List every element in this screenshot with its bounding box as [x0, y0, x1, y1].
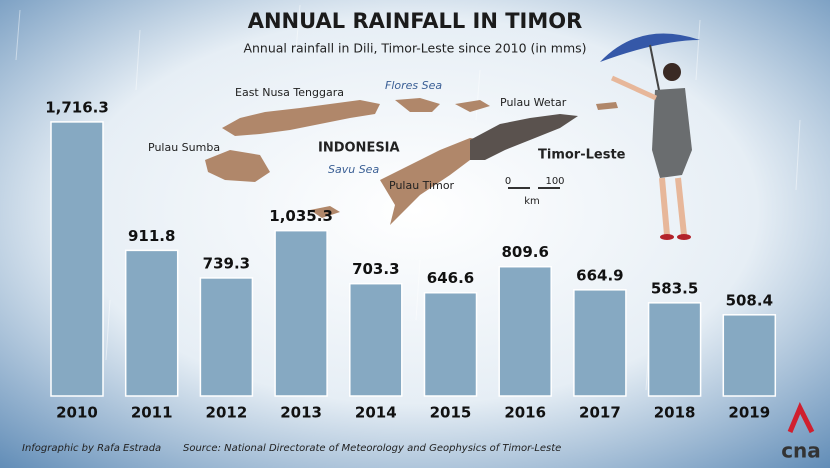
x-tick-label: 2017 [579, 404, 621, 422]
bar [50, 121, 104, 397]
scale-label: 100 [545, 176, 564, 187]
map-label: INDONESIA [318, 141, 400, 156]
bar [124, 249, 179, 397]
x-tick-label: 2010 [56, 404, 98, 422]
x-tick-label: 2016 [504, 404, 546, 422]
map-label: Savu Sea [328, 163, 379, 176]
scale-unit: km [524, 196, 540, 207]
map-label: Timor-Leste [538, 148, 626, 163]
source: Source: National Directorate of Meteorol… [183, 443, 561, 454]
bar [722, 314, 777, 397]
credit: Infographic by Rafa Estrada [22, 443, 161, 454]
value-label: 703.3 [352, 260, 399, 278]
value-label: 1,035.3 [269, 207, 333, 225]
logo: cna [781, 439, 821, 463]
bar [274, 229, 328, 397]
subtitle: Annual rainfall in Dili, Timor-Leste sin… [243, 41, 586, 56]
x-tick-label: 2014 [355, 404, 397, 422]
value-label: 508.4 [726, 291, 773, 309]
bar [199, 277, 254, 397]
scale-label: 0 [505, 176, 511, 187]
value-label: 739.3 [203, 254, 250, 272]
value-label: 1,716.3 [45, 98, 109, 116]
value-label: 809.6 [501, 243, 548, 261]
map-label: Flores Sea [385, 79, 442, 92]
x-tick-label: 2011 [131, 404, 173, 422]
logo-mark [787, 401, 815, 434]
map-label: Pulau Wetar [500, 96, 567, 109]
value-label: 911.8 [128, 227, 175, 245]
value-label: 583.5 [651, 279, 698, 297]
bar [423, 291, 478, 397]
x-tick-label: 2019 [728, 404, 770, 422]
x-tick-label: 2015 [430, 404, 472, 422]
map-label: Pulau Sumba [148, 141, 220, 154]
bar [349, 282, 403, 397]
x-tick-label: 2018 [654, 404, 696, 422]
x-tick-label: 2012 [206, 404, 248, 422]
map-label: East Nusa Tenggara [235, 86, 344, 99]
value-label: 646.6 [427, 269, 474, 287]
bar [647, 302, 702, 397]
map [205, 98, 618, 225]
figure [600, 33, 700, 240]
map-label: Pulau Timor [389, 179, 455, 192]
title: ANNUAL RAINFALL IN TIMOR [248, 9, 583, 33]
value-label: 664.9 [576, 266, 623, 284]
bar [498, 265, 552, 397]
x-tick-label: 2013 [280, 404, 322, 422]
bar [573, 289, 627, 397]
